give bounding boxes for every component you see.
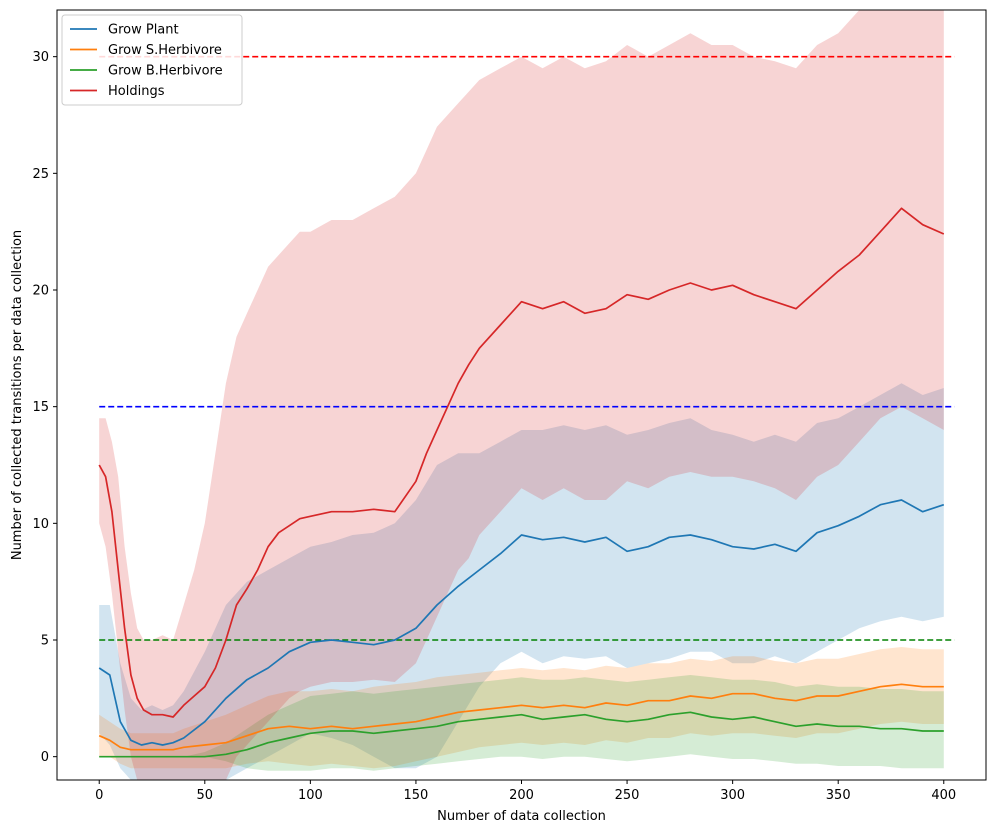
y-tick-label: 25	[32, 167, 49, 182]
band-grow-plant	[99, 383, 944, 780]
legend-label: Grow Plant	[108, 23, 179, 38]
x-tick-label: 150	[404, 788, 429, 803]
y-tick-label: 10	[32, 517, 49, 532]
legend-label: Grow B.Herbivore	[108, 64, 223, 79]
y-tick-label: 0	[41, 750, 49, 765]
x-axis-ticks: 0 50 100 150 200 250 300 350 400	[95, 780, 956, 803]
y-tick-label: 20	[32, 284, 49, 299]
legend-label: Holdings	[108, 84, 165, 99]
series-line-grow-plant	[98, 499, 945, 746]
series-line-grow-s-herbivore	[98, 683, 944, 751]
x-axis-title: Number of data collection	[437, 809, 606, 824]
x-tick-label: 400	[931, 788, 956, 803]
x-tick-label: 350	[826, 788, 851, 803]
y-axis-title: Number of collected transitions per data…	[10, 230, 25, 560]
series-line-grow-b-herbivore	[99, 711, 944, 758]
x-tick-label: 50	[197, 788, 214, 803]
reference-lines	[99, 55, 955, 641]
x-tick-label: 200	[509, 788, 534, 803]
x-tick-label: 250	[615, 788, 640, 803]
legend-label: Grow S.Herbivore	[108, 43, 222, 58]
x-tick-label: 100	[298, 788, 323, 803]
series-lines	[98, 207, 945, 758]
band-grow-b-herbivore	[99, 675, 944, 771]
y-tick-label: 15	[32, 400, 49, 415]
y-tick-label: 5	[41, 634, 49, 649]
band-grow-s-herbivore	[99, 647, 944, 769]
x-tick-label: 0	[95, 788, 103, 803]
legend: Grow Plant Grow S.Herbivore Grow B.Herbivo…	[61, 14, 243, 106]
y-tick-label: 30	[32, 50, 49, 65]
legend-box	[61, 14, 243, 106]
y-axis-ticks: 0 5 10 15 20 25 30	[32, 50, 57, 765]
band-holdings	[99, 10, 944, 780]
series-line-holdings	[98, 207, 945, 718]
confidence-bands	[99, 10, 944, 780]
x-tick-label: 300	[720, 788, 745, 803]
